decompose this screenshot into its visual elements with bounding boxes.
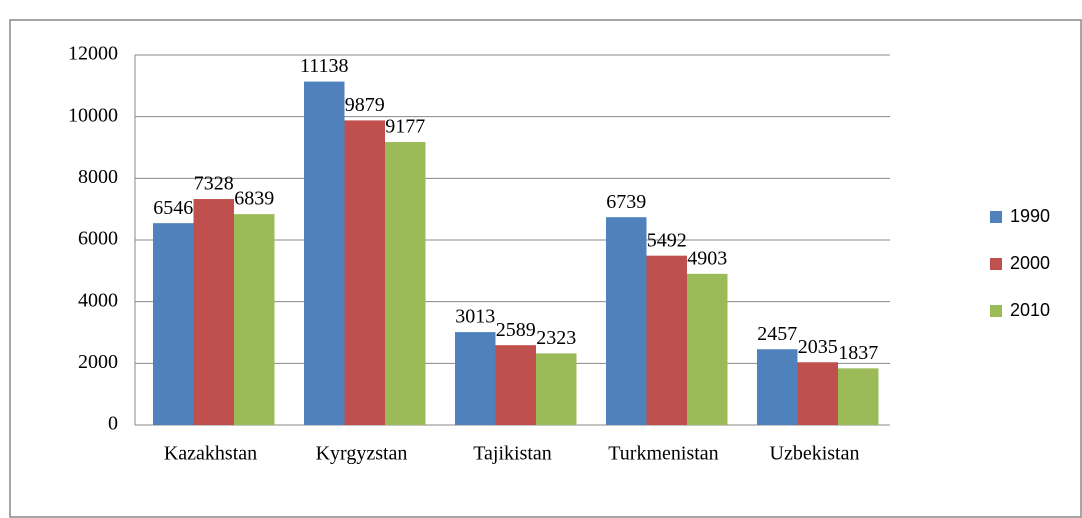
bar — [495, 345, 536, 425]
y-tick-label: 10000 — [68, 104, 118, 126]
x-tick-label: Turkmenistan — [608, 443, 718, 465]
bar — [606, 217, 647, 425]
legend-label: 2010 — [1010, 300, 1050, 320]
data-label: 6546 — [153, 197, 193, 219]
bar — [153, 223, 194, 425]
data-label: 7328 — [194, 173, 234, 195]
data-label: 2035 — [798, 336, 838, 358]
x-tick-label: Uzbekistan — [770, 443, 860, 465]
y-tick-label: 0 — [108, 413, 118, 435]
x-tick-label: Kyrgyzstan — [316, 443, 408, 465]
bar — [646, 255, 687, 425]
y-tick-label: 4000 — [78, 289, 118, 311]
bar — [304, 81, 345, 425]
y-tick-label: 6000 — [78, 228, 118, 250]
data-label: 9177 — [385, 116, 425, 138]
x-tick-label: Kazakhstan — [164, 443, 257, 465]
legend-label: 2000 — [1010, 253, 1050, 273]
bar — [757, 349, 798, 425]
bar — [234, 214, 275, 425]
y-tick-label: 12000 — [68, 43, 118, 65]
data-label: 1837 — [838, 342, 878, 364]
bar — [344, 120, 385, 426]
data-label: 6839 — [234, 188, 274, 210]
bar — [536, 353, 577, 425]
legend-swatch — [990, 211, 1002, 223]
data-label: 2457 — [757, 323, 797, 345]
data-label: 2323 — [536, 327, 576, 349]
bar — [797, 362, 838, 425]
bar — [385, 142, 426, 426]
data-label: 9879 — [345, 94, 385, 116]
data-label: 5492 — [647, 229, 687, 251]
x-tick-label: Tajikistan — [473, 443, 552, 465]
data-label: 11138 — [300, 55, 349, 77]
data-label: 3013 — [455, 306, 495, 328]
bar — [455, 332, 496, 425]
data-label: 2589 — [496, 319, 536, 341]
y-tick-label: 2000 — [78, 351, 118, 373]
bar — [193, 199, 234, 425]
y-tick-label: 8000 — [78, 166, 118, 188]
data-label: 6739 — [606, 191, 646, 213]
legend-label: 1990 — [1010, 206, 1050, 226]
data-label: 4903 — [687, 247, 727, 269]
legend-swatch — [990, 258, 1002, 270]
legend-swatch — [990, 305, 1002, 317]
bar — [687, 273, 728, 425]
bar — [838, 368, 879, 425]
